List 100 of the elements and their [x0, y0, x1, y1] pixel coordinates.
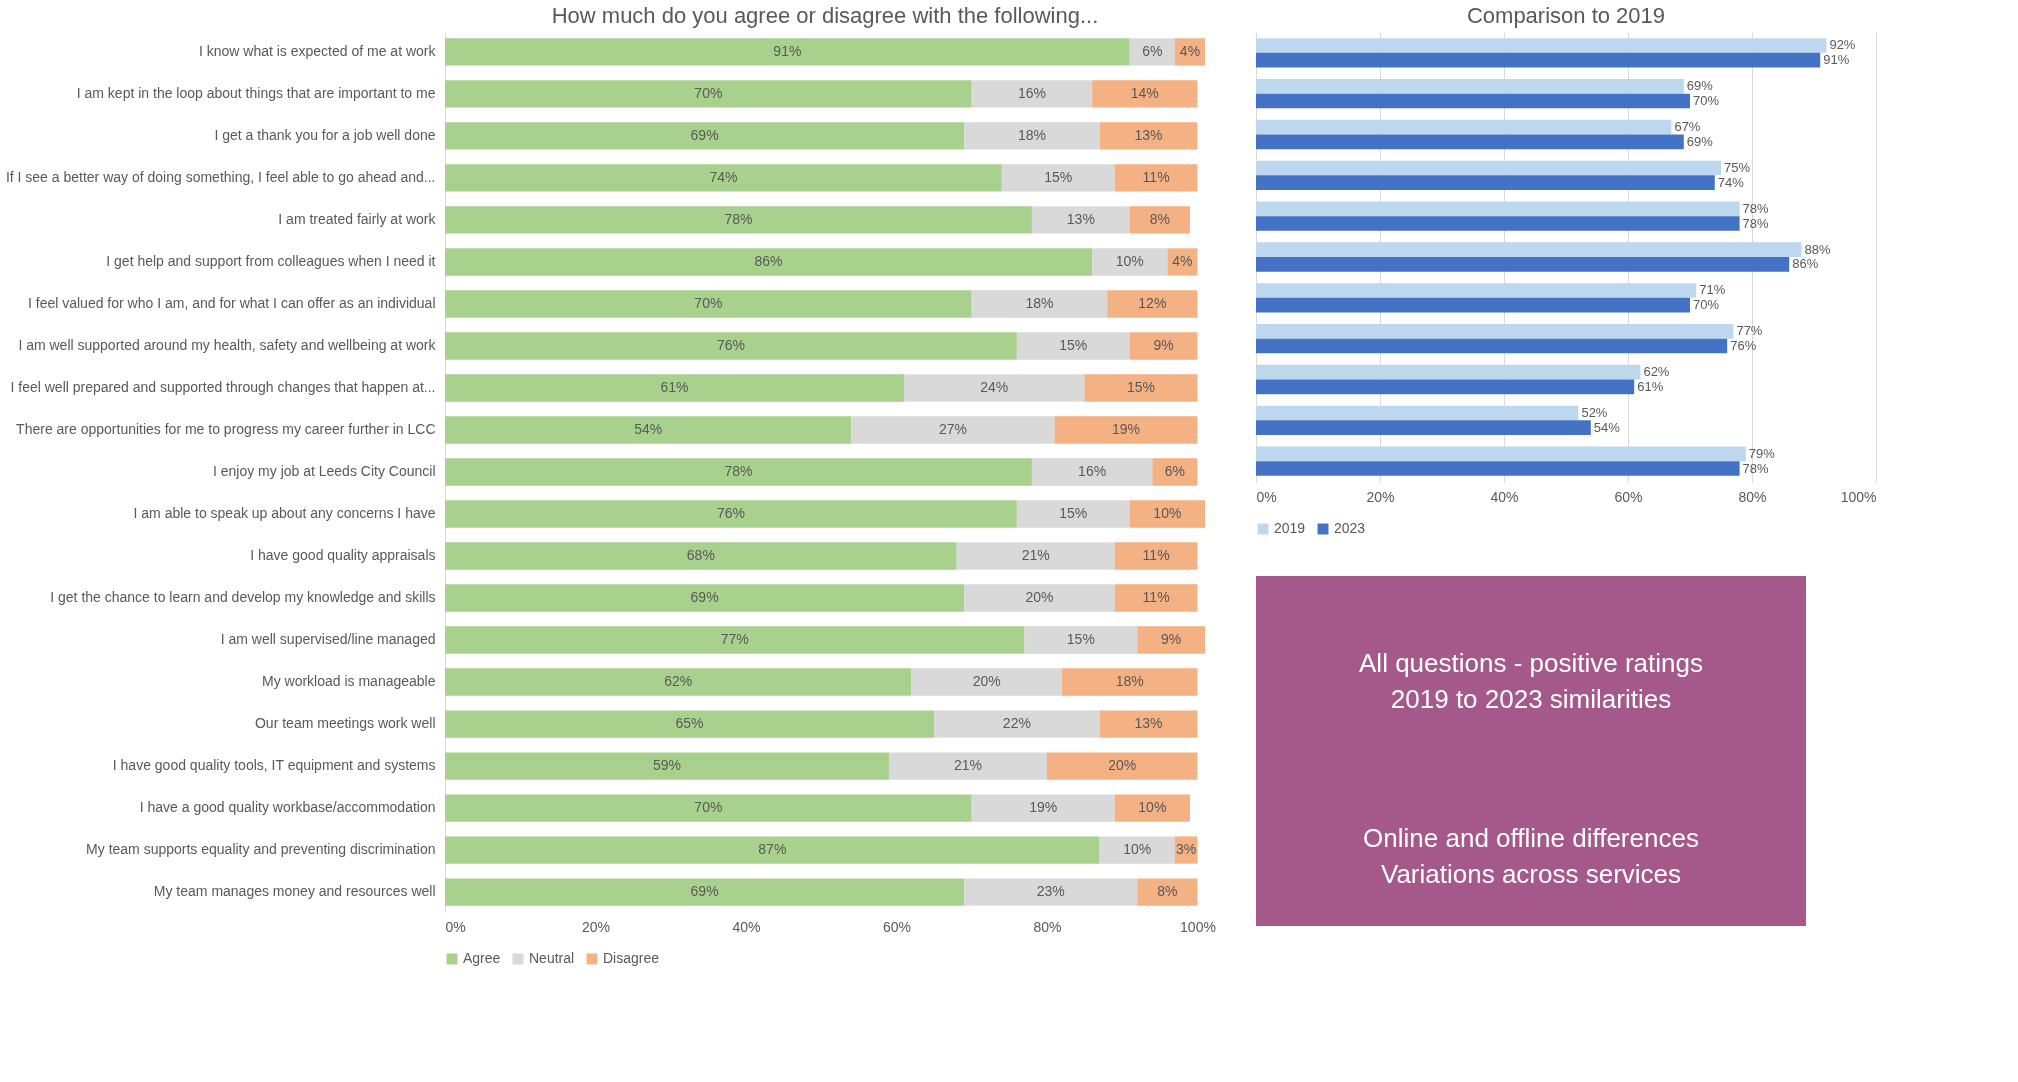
y-tick-label: I am kept in the loop about things that are important to me: [76, 84, 436, 101]
bar: [1092, 248, 1168, 276]
bar: [445, 458, 1032, 486]
y-tick-label: I feel valued for who I am, and for what I can offer as an individual: [27, 294, 436, 311]
data-label: 20%: [1108, 757, 1137, 774]
data-label: 65%: [675, 715, 704, 732]
data-label: 15%: [1059, 505, 1088, 521]
bar: [445, 794, 972, 822]
data-label: 6%: [1142, 42, 1163, 59]
data-label: 8%: [1149, 210, 1170, 227]
data-label: 79%: [1748, 445, 1776, 461]
data-label: 70%: [694, 799, 723, 816]
data-label: 91%: [773, 42, 802, 59]
data-label: 21%: [1021, 547, 1050, 564]
chart-title: Comparison to 2019: [1466, 3, 1666, 28]
y-tick-label: I am able to speak up about any concerns I have: [133, 505, 436, 521]
legend-label: 2023: [1334, 520, 1366, 536]
x-tick-label: 20%: [581, 918, 611, 935]
legend-label: 2019: [1274, 520, 1306, 536]
bar: [1062, 668, 1198, 696]
x-tick-label: 60%: [1614, 488, 1643, 505]
data-label: 4%: [1179, 42, 1201, 59]
x-tick-label: 40%: [1490, 488, 1519, 505]
bar: [888, 752, 1047, 780]
bar: [445, 122, 965, 150]
data-label: 4%: [1172, 252, 1193, 269]
bar: [445, 500, 1017, 528]
bar: [1092, 80, 1198, 108]
bar: [445, 878, 965, 906]
y-tick-label: My workload is manageable: [261, 673, 436, 690]
y-tick-label: There are opportunities for me to progress my career further in LCC: [16, 421, 436, 437]
bar: [445, 584, 965, 612]
data-label: 78%: [1742, 215, 1770, 231]
data-label: 78%: [724, 210, 753, 227]
data-label: 11%: [1142, 589, 1170, 606]
data-label: 78%: [1742, 460, 1770, 476]
data-label: 71%: [1699, 282, 1726, 298]
bar: [1129, 206, 1190, 234]
data-label: 11%: [1142, 168, 1170, 185]
data-label: 3%: [1176, 841, 1197, 858]
data-label: 70%: [1693, 297, 1720, 313]
x-tick-label: 80%: [1033, 918, 1062, 935]
bar: [445, 542, 957, 570]
bar: [445, 752, 889, 780]
bar: [971, 80, 1093, 108]
bar: [1099, 122, 1198, 150]
data-label: 15%: [1044, 168, 1073, 185]
data-label: 77%: [1736, 323, 1763, 339]
data-label: 6%: [1164, 463, 1186, 479]
data-label: 18%: [1115, 673, 1144, 690]
bar: [1137, 878, 1198, 906]
data-label: 13%: [1066, 210, 1095, 227]
data-label: 91%: [1823, 52, 1850, 68]
bar: [1099, 836, 1175, 864]
y-tick-label: I know what is expected of me at work: [198, 42, 437, 59]
data-label: 22%: [1002, 715, 1031, 732]
data-label: 67%: [1674, 119, 1701, 135]
data-label: 16%: [1017, 84, 1046, 101]
data-label: 69%: [1686, 133, 1714, 149]
legend-label: Agree: [463, 950, 501, 966]
y-tick-label: If I see a better way of doing something, I feel able to go ahead and...: [5, 168, 436, 185]
data-label: 77%: [720, 631, 749, 648]
data-label: 76%: [716, 336, 745, 353]
data-label: 69%: [690, 883, 719, 900]
data-label: 11%: [1142, 547, 1170, 564]
y-tick-label: I get a thank you for a job well done: [214, 126, 436, 143]
bar: [1001, 164, 1115, 192]
data-label: 69%: [1686, 78, 1714, 94]
data-label: 14%: [1130, 84, 1159, 101]
bar: [1114, 584, 1198, 612]
bar: [1031, 458, 1153, 486]
bar: [445, 38, 1130, 66]
data-label: 86%: [1792, 256, 1819, 272]
bar: [1114, 794, 1190, 822]
data-label: 69%: [690, 589, 719, 606]
data-label: 15%: [1066, 631, 1095, 648]
bar: [971, 290, 1108, 318]
bar: [1137, 626, 1205, 654]
data-label: 75%: [1724, 159, 1751, 175]
y-tick-label: I am treated fairly at work: [278, 210, 437, 227]
bar: [445, 626, 1025, 654]
data-label: 52%: [1581, 404, 1608, 420]
data-label: 62%: [1643, 364, 1670, 380]
bar: [1046, 752, 1198, 780]
bar: [1024, 626, 1138, 654]
bar: [445, 668, 912, 696]
bar: [1016, 332, 1130, 360]
y-tick-label: I am well supported around my health, safety and wellbeing at work: [18, 336, 437, 353]
data-label: 68%: [686, 547, 715, 564]
data-label: 86%: [754, 252, 783, 269]
x-tick-label: 40%: [732, 918, 761, 935]
bar: [1099, 710, 1198, 738]
bar: [1107, 290, 1198, 318]
y-tick-label: I feel well prepared and supported through changes that happen at...: [10, 378, 436, 395]
bar: [1016, 500, 1130, 528]
bar: [1152, 458, 1198, 486]
text: Online and offline differences Variations across services: [1363, 822, 1699, 889]
data-label: 10%: [1138, 799, 1167, 816]
y-tick-label: I have good quality tools, IT equipment and systems: [112, 757, 436, 774]
data-label: 88%: [1804, 241, 1832, 257]
